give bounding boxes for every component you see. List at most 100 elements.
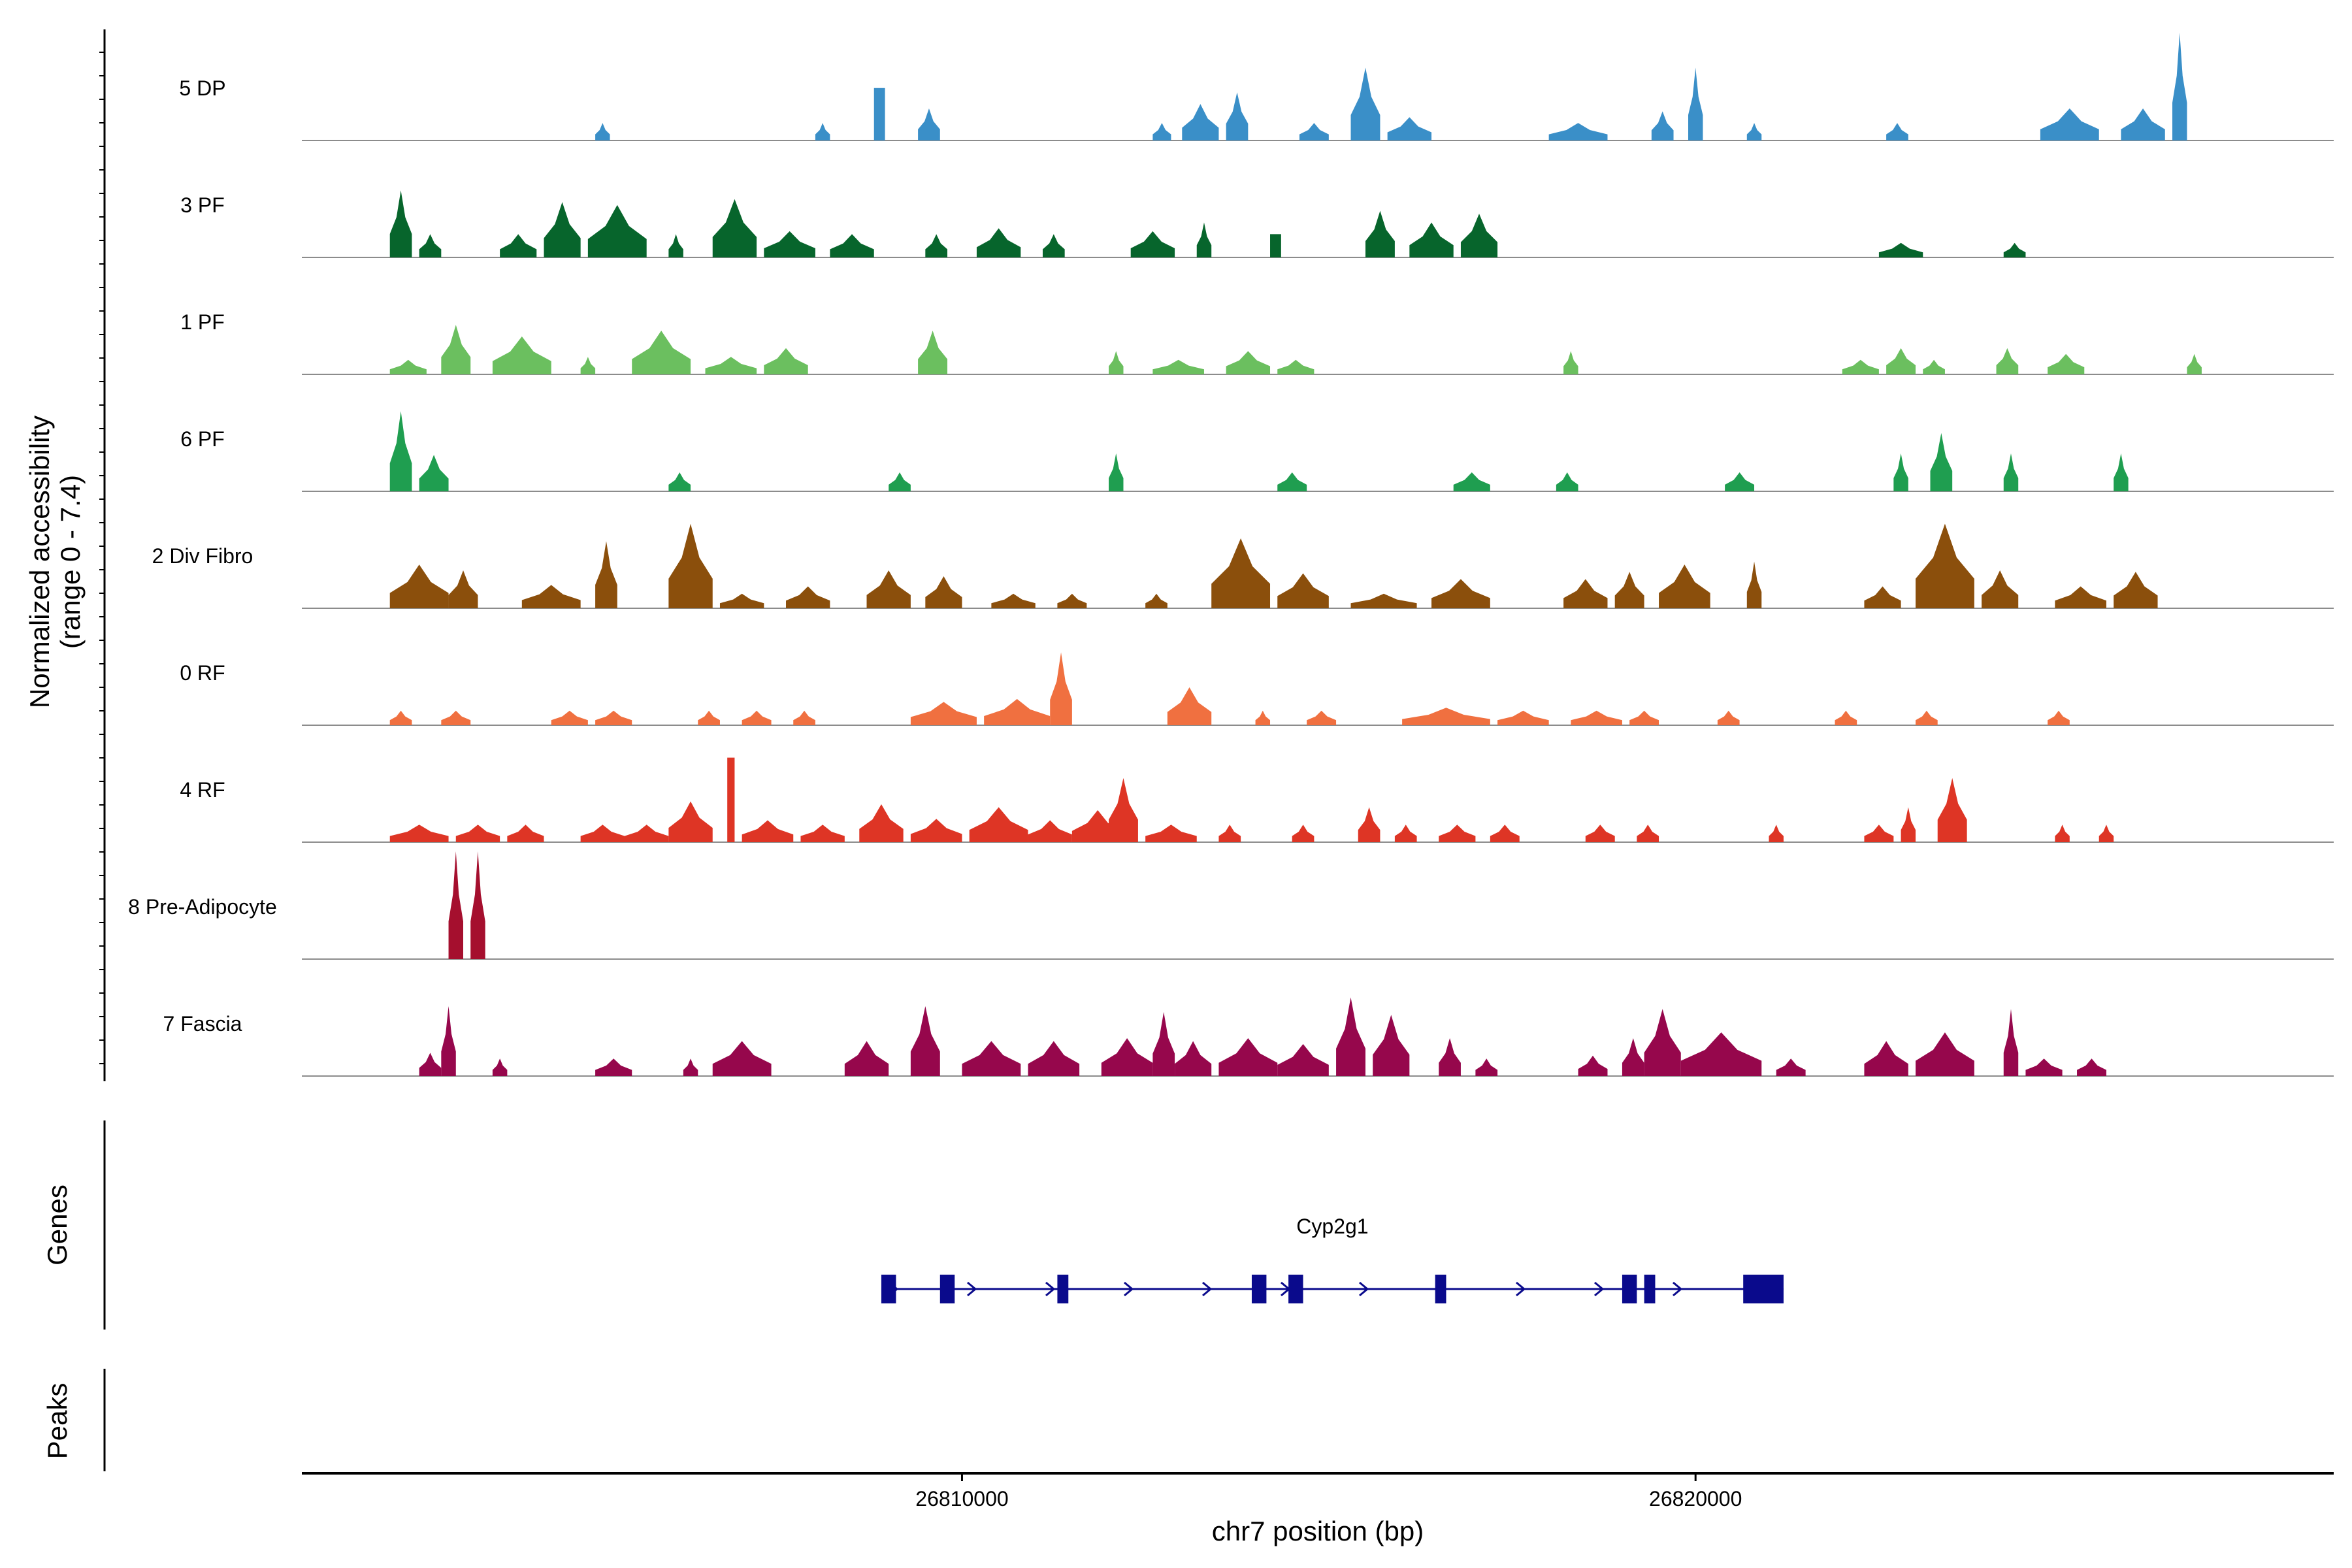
coverage-peak <box>1886 348 1916 374</box>
y-axis-title-line2: (range 0 - 7.4) <box>55 475 86 649</box>
coverage-peak <box>698 710 720 725</box>
coverage-peak <box>1152 123 1171 140</box>
track-label: 5 DP <box>179 76 225 100</box>
coverage-peak <box>712 199 757 257</box>
coverage-peak <box>1255 710 1271 725</box>
coverage-peak <box>2055 825 2070 842</box>
coverage-peak <box>1930 433 1953 491</box>
coverage-peak <box>1644 1009 1681 1076</box>
coverage-peak <box>492 336 551 374</box>
coverage-peak <box>1277 573 1329 608</box>
gene-name-label: Cyp2g1 <box>1296 1215 1368 1238</box>
coverage-peak <box>1218 1038 1278 1076</box>
coverage-peak <box>1571 710 1622 725</box>
coverage-peak <box>1680 1032 1762 1076</box>
coverage-peak <box>1556 472 1578 491</box>
coverage-peak <box>1578 1055 1608 1076</box>
coverage-peak <box>580 825 625 842</box>
track-label: 4 RF <box>180 778 225 802</box>
coverage-peak <box>918 331 948 374</box>
coverage-peak <box>441 710 471 725</box>
coverage-peak <box>727 757 735 842</box>
y-axis <box>99 29 106 1081</box>
coverage-peak <box>2003 1009 2019 1076</box>
coverage-peak <box>1688 67 1703 140</box>
coverage-peak <box>441 1005 456 1076</box>
coverage-peak <box>1270 234 1281 257</box>
coverage-peak <box>976 228 1021 257</box>
strand-arrow-icon <box>1516 1281 1526 1297</box>
coverage-peak <box>1901 807 1916 842</box>
coverage-peak <box>1109 453 1124 491</box>
coverage-peak <box>500 234 537 257</box>
coverage-peak <box>1439 1038 1461 1076</box>
y-axis-title-line1: Normalized accessibility <box>24 416 55 708</box>
coverage-peak <box>2025 1058 2063 1076</box>
coverage-peak <box>1057 593 1087 608</box>
x-tick-label: 26820000 <box>1649 1487 1742 1511</box>
gene-exon <box>881 1275 896 1303</box>
coverage-peak <box>962 1041 1021 1076</box>
coverage-peak <box>1548 123 1608 140</box>
coverage-peak <box>389 825 449 842</box>
coverage-peak <box>910 819 962 842</box>
coverage-peak <box>793 710 815 725</box>
coverage-peak <box>2055 586 2106 608</box>
coverage-peak <box>419 455 449 491</box>
track-1-pf: 1 PF <box>180 310 2334 375</box>
coverage-peak <box>866 570 911 608</box>
coverage-peak <box>1299 123 1329 140</box>
coverage-peak <box>1864 825 1894 842</box>
coverage-peak <box>1226 351 1271 374</box>
coverage-peak <box>441 325 471 374</box>
coverage-peak <box>580 357 596 374</box>
coverage-peak <box>1746 561 1762 608</box>
coverage-tracks: 5 DP 3 PF 1 PF 6 PF 2 Div Fibro 0 RF 4 RF 8 Pre… <box>128 33 2334 1077</box>
gene-model: Cyp2g1 <box>881 1215 1784 1303</box>
coverage-peak <box>2114 453 2129 491</box>
coverage-peak <box>1937 777 1967 842</box>
track-label: 7 Fascia <box>163 1012 242 1036</box>
coverage-peak <box>595 541 617 608</box>
coverage-peak <box>2114 572 2158 608</box>
coverage-peak <box>815 123 830 140</box>
coverage-peak <box>991 593 1036 608</box>
coverage-peak <box>742 710 772 725</box>
genes-panel-label: Genes <box>42 1184 73 1266</box>
coverage-peak <box>1878 242 1923 257</box>
coverage-peak <box>1277 359 1315 374</box>
track-label: 3 PF <box>180 193 225 217</box>
coverage-peak <box>2187 353 2202 374</box>
coverage-peak <box>1864 1041 1908 1076</box>
coverage-peak <box>1152 359 1204 374</box>
coverage-peak <box>1350 67 1380 140</box>
coverage-peak <box>1996 348 2019 374</box>
coverage-peak <box>910 702 977 725</box>
coverage-peak <box>1717 710 1740 725</box>
coverage-peak <box>1211 538 1271 608</box>
coverage-peak <box>1226 92 1249 140</box>
coverage-peak <box>2003 242 2026 257</box>
coverage-peak <box>764 348 808 374</box>
coverage-peak <box>1145 593 1168 608</box>
coverage-peak <box>2048 353 2085 374</box>
x-axis-title: chr7 position (bp) <box>1212 1516 1424 1546</box>
coverage-peak <box>1292 825 1315 842</box>
coverage-peak <box>1982 570 2019 608</box>
coverage-peak <box>1725 472 1755 491</box>
coverage-peak <box>625 825 669 842</box>
strand-arrow-icon <box>1202 1281 1213 1297</box>
coverage-peak <box>1864 586 1901 608</box>
coverage-peak <box>2077 1058 2106 1076</box>
coverage-peak <box>844 1041 889 1076</box>
coverage-peak <box>2040 108 2099 140</box>
coverage-peak <box>1196 222 1212 257</box>
coverage-peak <box>1886 123 1908 140</box>
coverage-peak <box>632 331 691 374</box>
coverage-peak <box>1042 234 1065 257</box>
coverage-peak <box>1394 825 1417 842</box>
gene-exon <box>1251 1275 1267 1303</box>
coverage-peak <box>1028 1041 1080 1076</box>
peaks-panel-label: Peaks <box>42 1383 73 1460</box>
coverage-peak <box>668 472 691 491</box>
